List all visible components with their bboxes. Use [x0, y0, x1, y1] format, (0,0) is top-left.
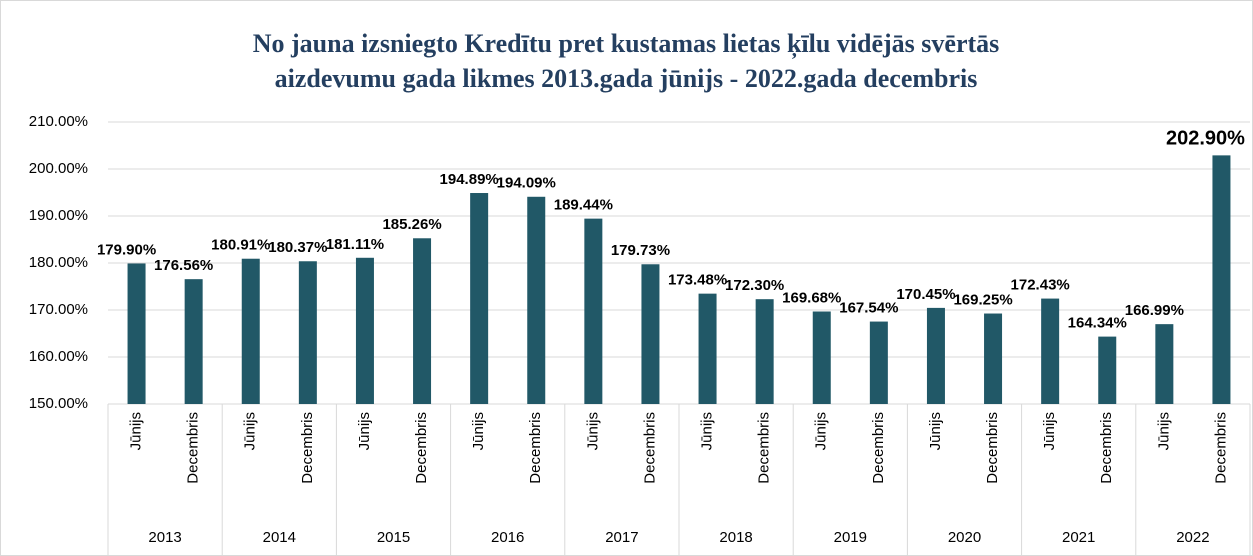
bar [869, 321, 888, 404]
x-tick-label: Jūnijs [128, 412, 145, 450]
y-tick-label: 210.00% [29, 113, 88, 130]
x-tick-label: Jūnijs [1155, 412, 1172, 450]
x-tick-label: Jūnijs [356, 412, 373, 450]
bar [355, 257, 374, 404]
x-group-label: 2014 [263, 529, 296, 546]
chart-title: No jauna izsniegto Kredītu pret kustamas… [253, 29, 1000, 59]
x-tick-label: Jūnijs [927, 412, 944, 450]
value-label: 169.68% [782, 289, 841, 306]
value-label: 166.99% [1125, 302, 1184, 319]
x-group-label: 2016 [491, 529, 524, 546]
value-label: 170.45% [896, 286, 955, 303]
bar [926, 307, 945, 404]
bar [584, 218, 603, 404]
bar [812, 311, 831, 404]
value-label: 176.56% [154, 257, 213, 274]
value-label: 173.48% [668, 272, 727, 289]
value-label: 181.11% [326, 236, 384, 253]
x-tick-label: Jūnijs [813, 412, 830, 450]
y-tick-label: 150.00% [29, 395, 88, 412]
value-label: 185.26% [382, 216, 441, 233]
x-group-label: 2017 [605, 529, 638, 546]
x-tick-label: Jūnijs [242, 412, 259, 450]
y-tick-label: 160.00% [29, 348, 88, 365]
x-tick-label: Decembris [984, 412, 1001, 484]
x-tick-label: Decembris [413, 412, 430, 484]
x-group-label: 2019 [834, 529, 867, 546]
x-group-label: 2022 [1176, 529, 1209, 546]
bar [184, 279, 203, 404]
bar [127, 263, 146, 404]
value-label: 172.43% [1011, 277, 1070, 294]
bar [1212, 155, 1231, 404]
value-label: 164.34% [1068, 315, 1127, 332]
x-tick-label: Decembris [299, 412, 316, 484]
x-tick-label: Decembris [527, 412, 544, 484]
bar [1155, 324, 1174, 404]
bar [413, 238, 432, 404]
bar [527, 196, 546, 404]
x-tick-label: Decembris [185, 412, 202, 484]
value-label: 172.30% [725, 277, 784, 294]
y-tick-label: 200.00% [29, 160, 88, 177]
x-tick-label: Jūnijs [470, 412, 487, 450]
x-tick-label: Jūnijs [1041, 412, 1058, 450]
value-label: 167.54% [839, 300, 898, 317]
x-tick-label: Decembris [1212, 412, 1229, 484]
y-tick-label: 190.00% [29, 207, 88, 224]
value-label: 169.25% [953, 291, 1012, 308]
bar [298, 261, 317, 404]
x-group-label: 2020 [948, 529, 981, 546]
chart-title: aizdevumu gada likmes 2013.gada jūnijs -… [275, 64, 978, 93]
bar [698, 293, 717, 404]
bar [641, 264, 660, 404]
bar [755, 299, 774, 404]
value-label: 194.89% [440, 171, 499, 188]
x-tick-label: Jūnijs [584, 412, 601, 450]
bar [470, 193, 489, 404]
value-label: 194.09% [497, 175, 556, 192]
x-group-label: 2021 [1062, 529, 1095, 546]
value-label: 189.44% [554, 197, 613, 214]
y-tick-label: 170.00% [29, 301, 88, 318]
bar [1041, 298, 1060, 404]
x-tick-label: Decembris [641, 412, 658, 484]
y-tick-label: 180.00% [29, 254, 88, 271]
value-label: 202.90% [1166, 128, 1245, 150]
x-group-label: 2013 [148, 529, 181, 546]
x-group-label: 2015 [377, 529, 410, 546]
bar [984, 313, 1003, 404]
x-group-label: 2018 [719, 529, 752, 546]
x-tick-label: Decembris [870, 412, 887, 484]
bar [241, 258, 260, 404]
x-tick-label: Decembris [756, 412, 773, 484]
value-label: 179.90% [97, 241, 156, 258]
value-label: 179.73% [611, 242, 670, 259]
x-tick-label: Jūnijs [699, 412, 716, 450]
value-label: 180.91% [211, 237, 270, 254]
value-label: 180.37% [268, 239, 327, 256]
x-tick-label: Decembris [1098, 412, 1115, 484]
bar [1098, 336, 1117, 404]
